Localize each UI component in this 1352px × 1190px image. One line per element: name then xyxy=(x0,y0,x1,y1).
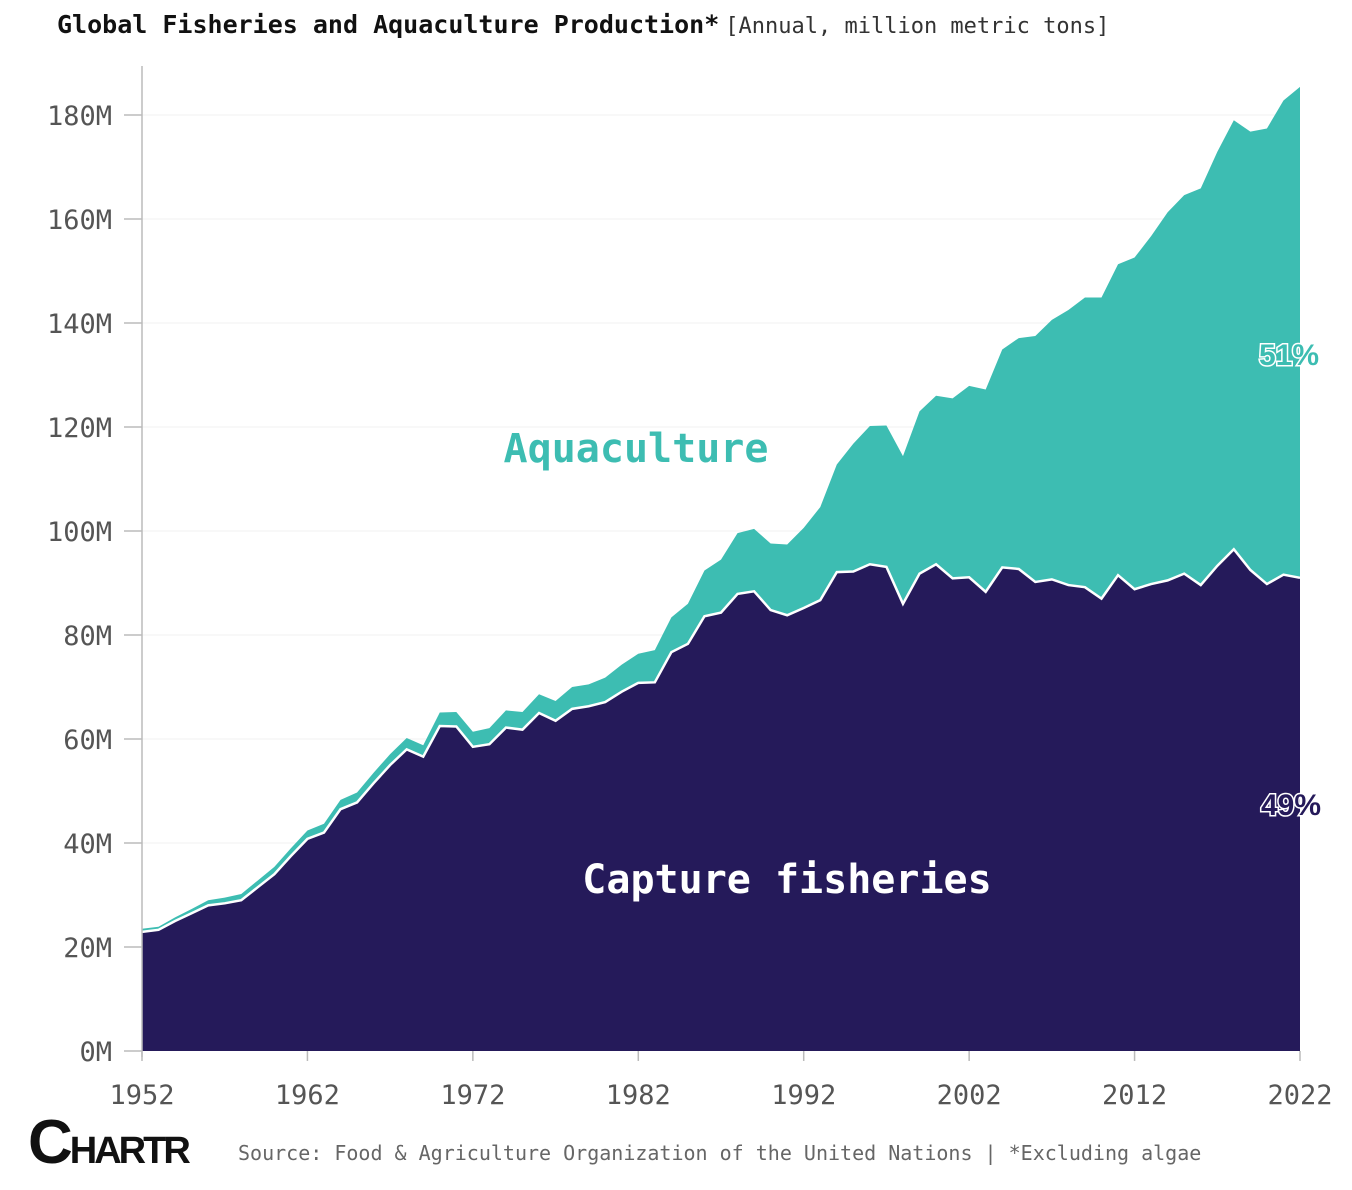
aquaculture-label: Aquaculture xyxy=(504,426,769,472)
x-tick-label: 2022 xyxy=(1267,1080,1332,1111)
y-tick-label: 0M xyxy=(79,1037,112,1068)
y-tick-label: 20M xyxy=(63,933,112,964)
x-tick-label: 2012 xyxy=(1102,1080,1167,1111)
x-tick-label: 1992 xyxy=(771,1080,836,1111)
y-axis-ticks: 0M 20M 40M 60M 80M 100M 120M 140M 160M 180M xyxy=(47,101,142,1068)
chart-title: Global Fisheries and Aquaculture Product… xyxy=(57,10,720,39)
chartr-logo: CHARTR xyxy=(28,1108,191,1177)
chart-subtitle: [Annual, million metric tons] xyxy=(725,14,1110,39)
y-tick-label: 100M xyxy=(47,517,112,548)
y-tick-label: 120M xyxy=(47,413,112,444)
capture-fisheries-area xyxy=(142,549,1300,1051)
x-tick-label: 1952 xyxy=(109,1080,174,1111)
y-tick-label: 40M xyxy=(63,829,112,860)
capture-fisheries-label: Capture fisheries xyxy=(582,857,991,903)
source-note: Source: Food & Agriculture Organization … xyxy=(238,1141,1202,1165)
x-tick-label: 2002 xyxy=(937,1080,1002,1111)
capture-share-label: 49% xyxy=(1261,789,1321,822)
chart-title-block: Global Fisheries and Aquaculture Product… xyxy=(57,10,1109,39)
y-tick-label: 180M xyxy=(47,101,112,132)
x-tick-label: 1972 xyxy=(440,1080,505,1111)
y-tick-label: 140M xyxy=(47,309,112,340)
x-tick-label: 1962 xyxy=(275,1080,340,1111)
x-axis-ticks: 1952 1962 1972 1982 1992 2002 2012 2022 xyxy=(109,1051,1333,1111)
aquaculture-share-label: 51% xyxy=(1259,339,1319,372)
x-tick-label: 1982 xyxy=(606,1080,671,1111)
y-tick-label: 80M xyxy=(63,621,112,652)
series-boundary-line xyxy=(141,547,1301,934)
y-tick-label: 60M xyxy=(63,725,112,756)
y-tick-label: 160M xyxy=(47,205,112,236)
